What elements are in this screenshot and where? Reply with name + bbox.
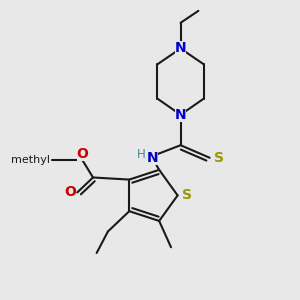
Text: N: N <box>175 108 186 122</box>
Text: H: H <box>137 148 146 161</box>
Text: N: N <box>175 41 186 56</box>
Text: N: N <box>146 151 158 165</box>
Text: S: S <box>214 151 224 165</box>
Text: O: O <box>64 185 76 200</box>
Text: O: O <box>77 147 88 161</box>
Text: methyl: methyl <box>11 154 50 165</box>
Text: S: S <box>182 188 192 203</box>
